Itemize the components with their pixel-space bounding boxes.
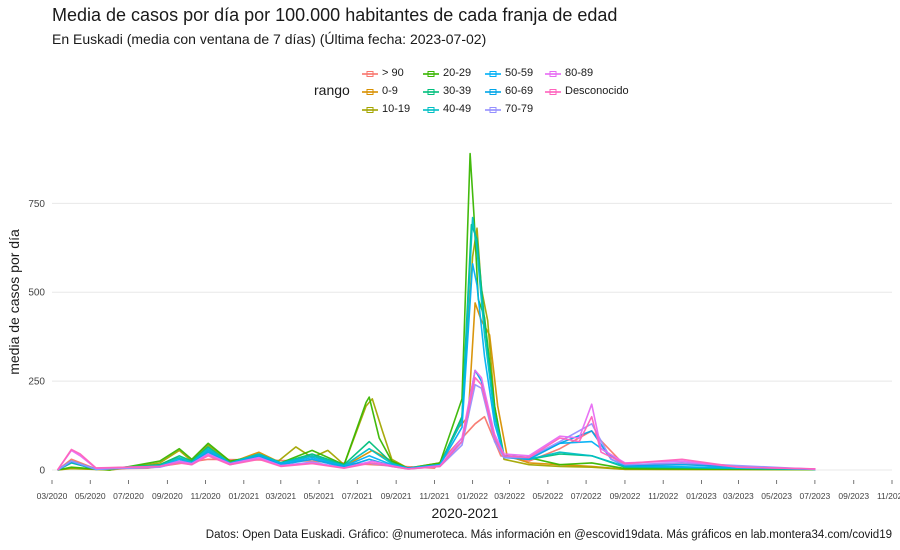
legend-key-icon bbox=[423, 89, 439, 95]
x-tick-label: 03/2022 bbox=[494, 491, 525, 501]
series-line bbox=[56, 376, 816, 471]
x-tick-label: 07/2022 bbox=[571, 491, 602, 501]
x-tick-label: 01/2023 bbox=[686, 491, 717, 501]
series-line bbox=[57, 263, 816, 471]
series-line bbox=[57, 152, 816, 471]
chart-subtitle: En Euskadi (media con ventana de 7 días)… bbox=[52, 31, 487, 47]
x-tick-label: 03/2021 bbox=[265, 491, 296, 501]
series-line bbox=[57, 216, 816, 471]
x-tick-label: 05/2023 bbox=[761, 491, 792, 501]
x-tick-label: 11/2021 bbox=[419, 491, 449, 501]
legend-item-label: 70-79 bbox=[505, 103, 534, 115]
legend-item-label: 40-49 bbox=[443, 103, 472, 115]
x-tick-label: 09/2021 bbox=[381, 491, 412, 501]
legend-key-icon bbox=[362, 107, 378, 113]
x-tick-label: 09/2023 bbox=[838, 491, 869, 501]
legend-key-icon bbox=[423, 71, 439, 77]
legend-key-icon bbox=[362, 89, 378, 95]
x-tick-label: 01/2021 bbox=[228, 491, 259, 501]
x-tick-label: 05/2020 bbox=[75, 491, 106, 501]
legend-key-icon bbox=[485, 71, 501, 77]
x-tick-label: 11/2020 bbox=[191, 491, 221, 501]
legend-item-label: 30-39 bbox=[443, 85, 472, 97]
legend-item-label: Desconocido bbox=[565, 85, 629, 97]
legend-key-icon bbox=[485, 107, 501, 113]
x-tick-label: 09/2020 bbox=[152, 491, 183, 501]
x-tick-label: 05/2022 bbox=[532, 491, 563, 501]
series-line bbox=[57, 383, 816, 471]
legend-key-icon bbox=[485, 89, 501, 95]
legend-key-icon bbox=[545, 89, 561, 95]
legend-key-icon bbox=[362, 71, 378, 77]
x-tick-label: 07/2023 bbox=[800, 491, 831, 501]
x-axis-title: 2020-2021 bbox=[432, 505, 499, 521]
legend-title: rango bbox=[314, 82, 350, 98]
series-line bbox=[57, 302, 816, 471]
x-tick-label: 11/2023 bbox=[877, 491, 900, 501]
y-tick-label: 0 bbox=[39, 466, 45, 477]
x-tick-label: 05/2021 bbox=[304, 491, 335, 501]
y-axis-title: media de casos por día bbox=[6, 229, 22, 375]
legend-item-label: 60-69 bbox=[505, 85, 534, 97]
x-tick-label: 01/2022 bbox=[457, 491, 488, 501]
legend-item-label: 80-89 bbox=[565, 67, 594, 79]
y-tick-label: 250 bbox=[28, 377, 45, 388]
x-tick-label: 03/2020 bbox=[37, 491, 68, 501]
series-line bbox=[57, 223, 816, 471]
x-tick-label: 07/2021 bbox=[342, 491, 373, 501]
legend-key-icon bbox=[423, 107, 439, 113]
x-tick-label: 03/2023 bbox=[723, 491, 754, 501]
legend-item-label: 20-29 bbox=[443, 67, 472, 79]
y-tick-label: 750 bbox=[28, 199, 45, 210]
legend-item-label: 50-59 bbox=[505, 67, 534, 79]
legend-key-icon bbox=[545, 71, 561, 77]
legend-item-label: 10-19 bbox=[382, 103, 411, 115]
legend-item-label: > 90 bbox=[382, 67, 404, 79]
caption: Datos: Open Data Euskadi. Gráfico: @nume… bbox=[205, 529, 892, 541]
legend: rango > 90 0-9 10-19 20-29 30-39 40-49 50-59 60… bbox=[0, 0, 900, 130]
legend-item-label: 0-9 bbox=[382, 85, 398, 97]
x-tick-label: 09/2022 bbox=[610, 491, 641, 501]
x-tick-label: 11/2022 bbox=[648, 491, 678, 501]
series-line bbox=[57, 227, 816, 471]
x-tick-label: 07/2020 bbox=[113, 491, 144, 501]
chart-title: Media de casos por día por 100.000 habit… bbox=[52, 5, 618, 25]
y-tick-label: 500 bbox=[28, 288, 45, 299]
